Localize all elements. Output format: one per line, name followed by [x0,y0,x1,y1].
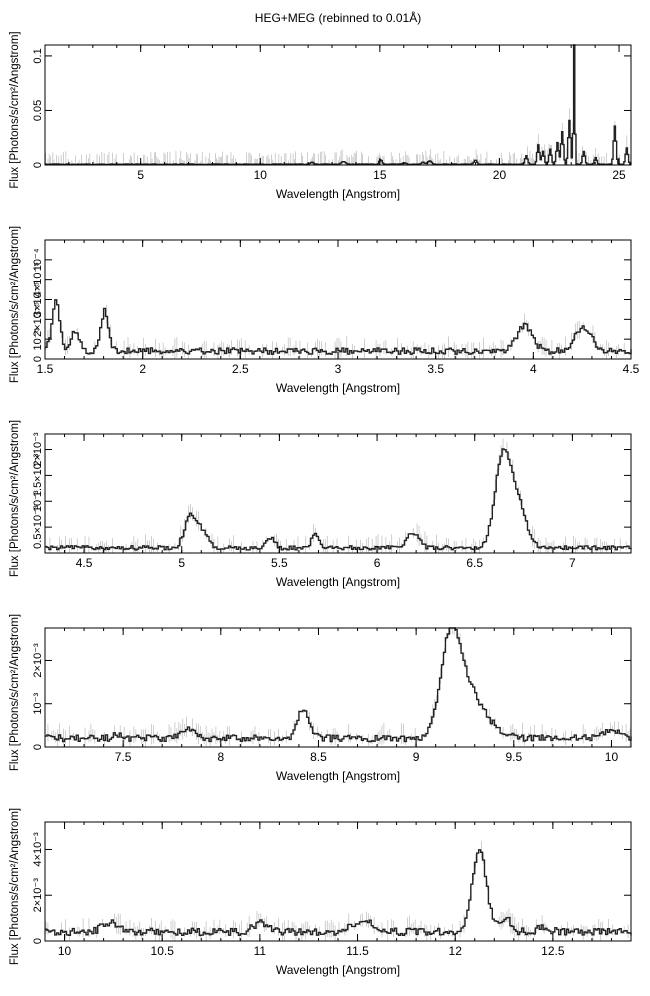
x-tick-label: 8.5 [310,750,327,764]
y-tick-label: 4×10⁻⁵ [32,262,44,297]
x-tick-label: 8 [217,750,224,764]
x-tick-label: 5 [178,556,185,570]
plot-frame [44,44,632,166]
y-tick-label: 4×10⁻³ [32,832,44,867]
x-tick-label: 4 [530,362,537,376]
y-tick-label: 0 [32,162,44,168]
x-tick-label: 11 [254,944,267,958]
y-tick-label: 2×10⁻³ [32,878,44,913]
y-tick-label: 10⁻³ [32,490,44,512]
x-tick-label: 5.5 [271,556,288,570]
y-ticks [45,449,631,528]
x-tick-label: 9 [413,750,420,764]
y-ticks [45,259,631,360]
y-tick-label: 0 [32,356,44,362]
x-tick-label: 5 [137,168,144,182]
x-tick-label: 10 [254,168,268,182]
y-tick-label: 3×10⁻⁵ [32,282,44,317]
y-tick-label: 10⁻⁴ [32,248,44,271]
y-tick-label: 1.5×10⁻³ [32,453,44,497]
y-axis-label: Flux [Photons/s/cm²/Angstrom] [9,31,21,188]
x-tick-label: 1.5 [37,362,54,376]
error-bars [47,628,631,747]
x-tick-label: 10 [605,750,619,764]
y-ticks [45,659,631,748]
x-tick-label: 20 [493,168,507,182]
x-ticks [44,240,632,359]
y-tick-label: 10⁻³ [32,693,44,715]
x-tick-label: 15 [373,168,387,182]
x-axis-label: Wavelength [Angstrom] [276,963,400,977]
x-tick-label: 4.5 [623,362,640,376]
y-ticks [45,848,631,942]
panel-1: 5 10 15 20 25 0 0.05 0.1 Wavelength [Angstrom] Fl… [9,31,632,201]
x-ticks [44,434,632,553]
plot-frame [44,627,632,748]
y-tick-label: 0.5×10⁻³ [32,505,44,549]
y-axis-label: Flux [Photons/s/cm²/Angstrom] [9,420,21,577]
spectrum-series [45,627,632,743]
y-axis-label: Flux [Photons/s/cm²/Angstrom] [9,808,21,965]
x-tick-label: 2.5 [232,362,249,376]
x-tick-label: 3.5 [427,362,444,376]
x-tick-label: 11.5 [346,944,369,958]
x-tick-label: 9.5 [505,750,522,764]
y-tick-label: 0 [32,938,44,944]
panel-2: 1.5 2 2.5 3 3.5 4 4.5 0 10⁻⁵2×10⁻⁵3×10⁻⁵4×10⁻⁵10… [9,226,640,395]
spectrum-series [45,299,632,355]
x-tick-label: 7.5 [115,750,132,764]
x-axis-label: Wavelength [Angstrom] [276,187,400,201]
x-tick-label: 7 [569,556,576,570]
plot-frame [44,821,632,942]
y-tick-label: 10⁻⁵ [32,328,44,351]
y-tick-label: 0 [32,744,44,750]
x-tick-label: 6 [374,556,381,570]
panel-5: 10 10.5 11 11.5 12 12.5 0 2×10⁻³ 4×10⁻³ Wavelengt… [9,808,632,977]
y-axis-label: Flux [Photons/s/cm²/Angstrom] [9,614,21,771]
y-tick-label: 2×10⁻⁵ [32,302,44,337]
plot-frame [44,239,632,360]
panel-3: 4.5 5 5.5 6 6.5 7 0.5×10⁻³10⁻³1.5×10⁻³2×10⁻³ Wa… [9,420,632,589]
x-axis-label: Wavelength [Angstrom] [276,575,400,589]
x-tick-label: 4.5 [76,556,93,570]
x-tick-label: 3 [335,362,342,376]
y-tick-label: 2×10⁻³ [32,432,44,467]
error-bars [45,841,632,941]
figure-title: HEG+MEG (rebinned to 0.01Å) [255,10,421,25]
x-axis-label: Wavelength [Angstrom] [276,769,400,783]
x-tick-label: 6.5 [466,556,483,570]
spectrum-series [45,44,632,166]
spectrum-series [45,448,632,551]
x-tick-label: 2 [139,362,146,376]
x-tick-label: 10 [58,944,72,958]
y-tick-label: 0.1 [32,48,44,63]
x-tick-label: 25 [612,168,626,182]
error-bars [45,45,632,165]
y-tick-label: 0.05 [32,100,44,121]
x-ticks [44,628,632,747]
plot-frame [44,433,632,554]
x-ticks [44,45,620,165]
x-tick-label: 12.5 [541,944,565,958]
error-bars [45,304,625,359]
x-tick-label: 10.5 [151,944,175,958]
x-axis-label: Wavelength [Angstrom] [276,381,400,395]
error-bars [49,438,627,553]
spectrum-series [45,849,632,937]
y-axis-label: Flux [Photons/s/cm²/Angstrom] [9,226,21,383]
x-tick-label: 12 [449,944,463,958]
y-tick-label: 2×10⁻³ [32,643,44,678]
y-ticks [45,55,631,166]
panel-4: 7.5 8 8.5 9 9.5 10 0 10⁻³ 2×10⁻³ Wavelength [Angs… [9,614,632,783]
x-ticks [44,822,632,941]
